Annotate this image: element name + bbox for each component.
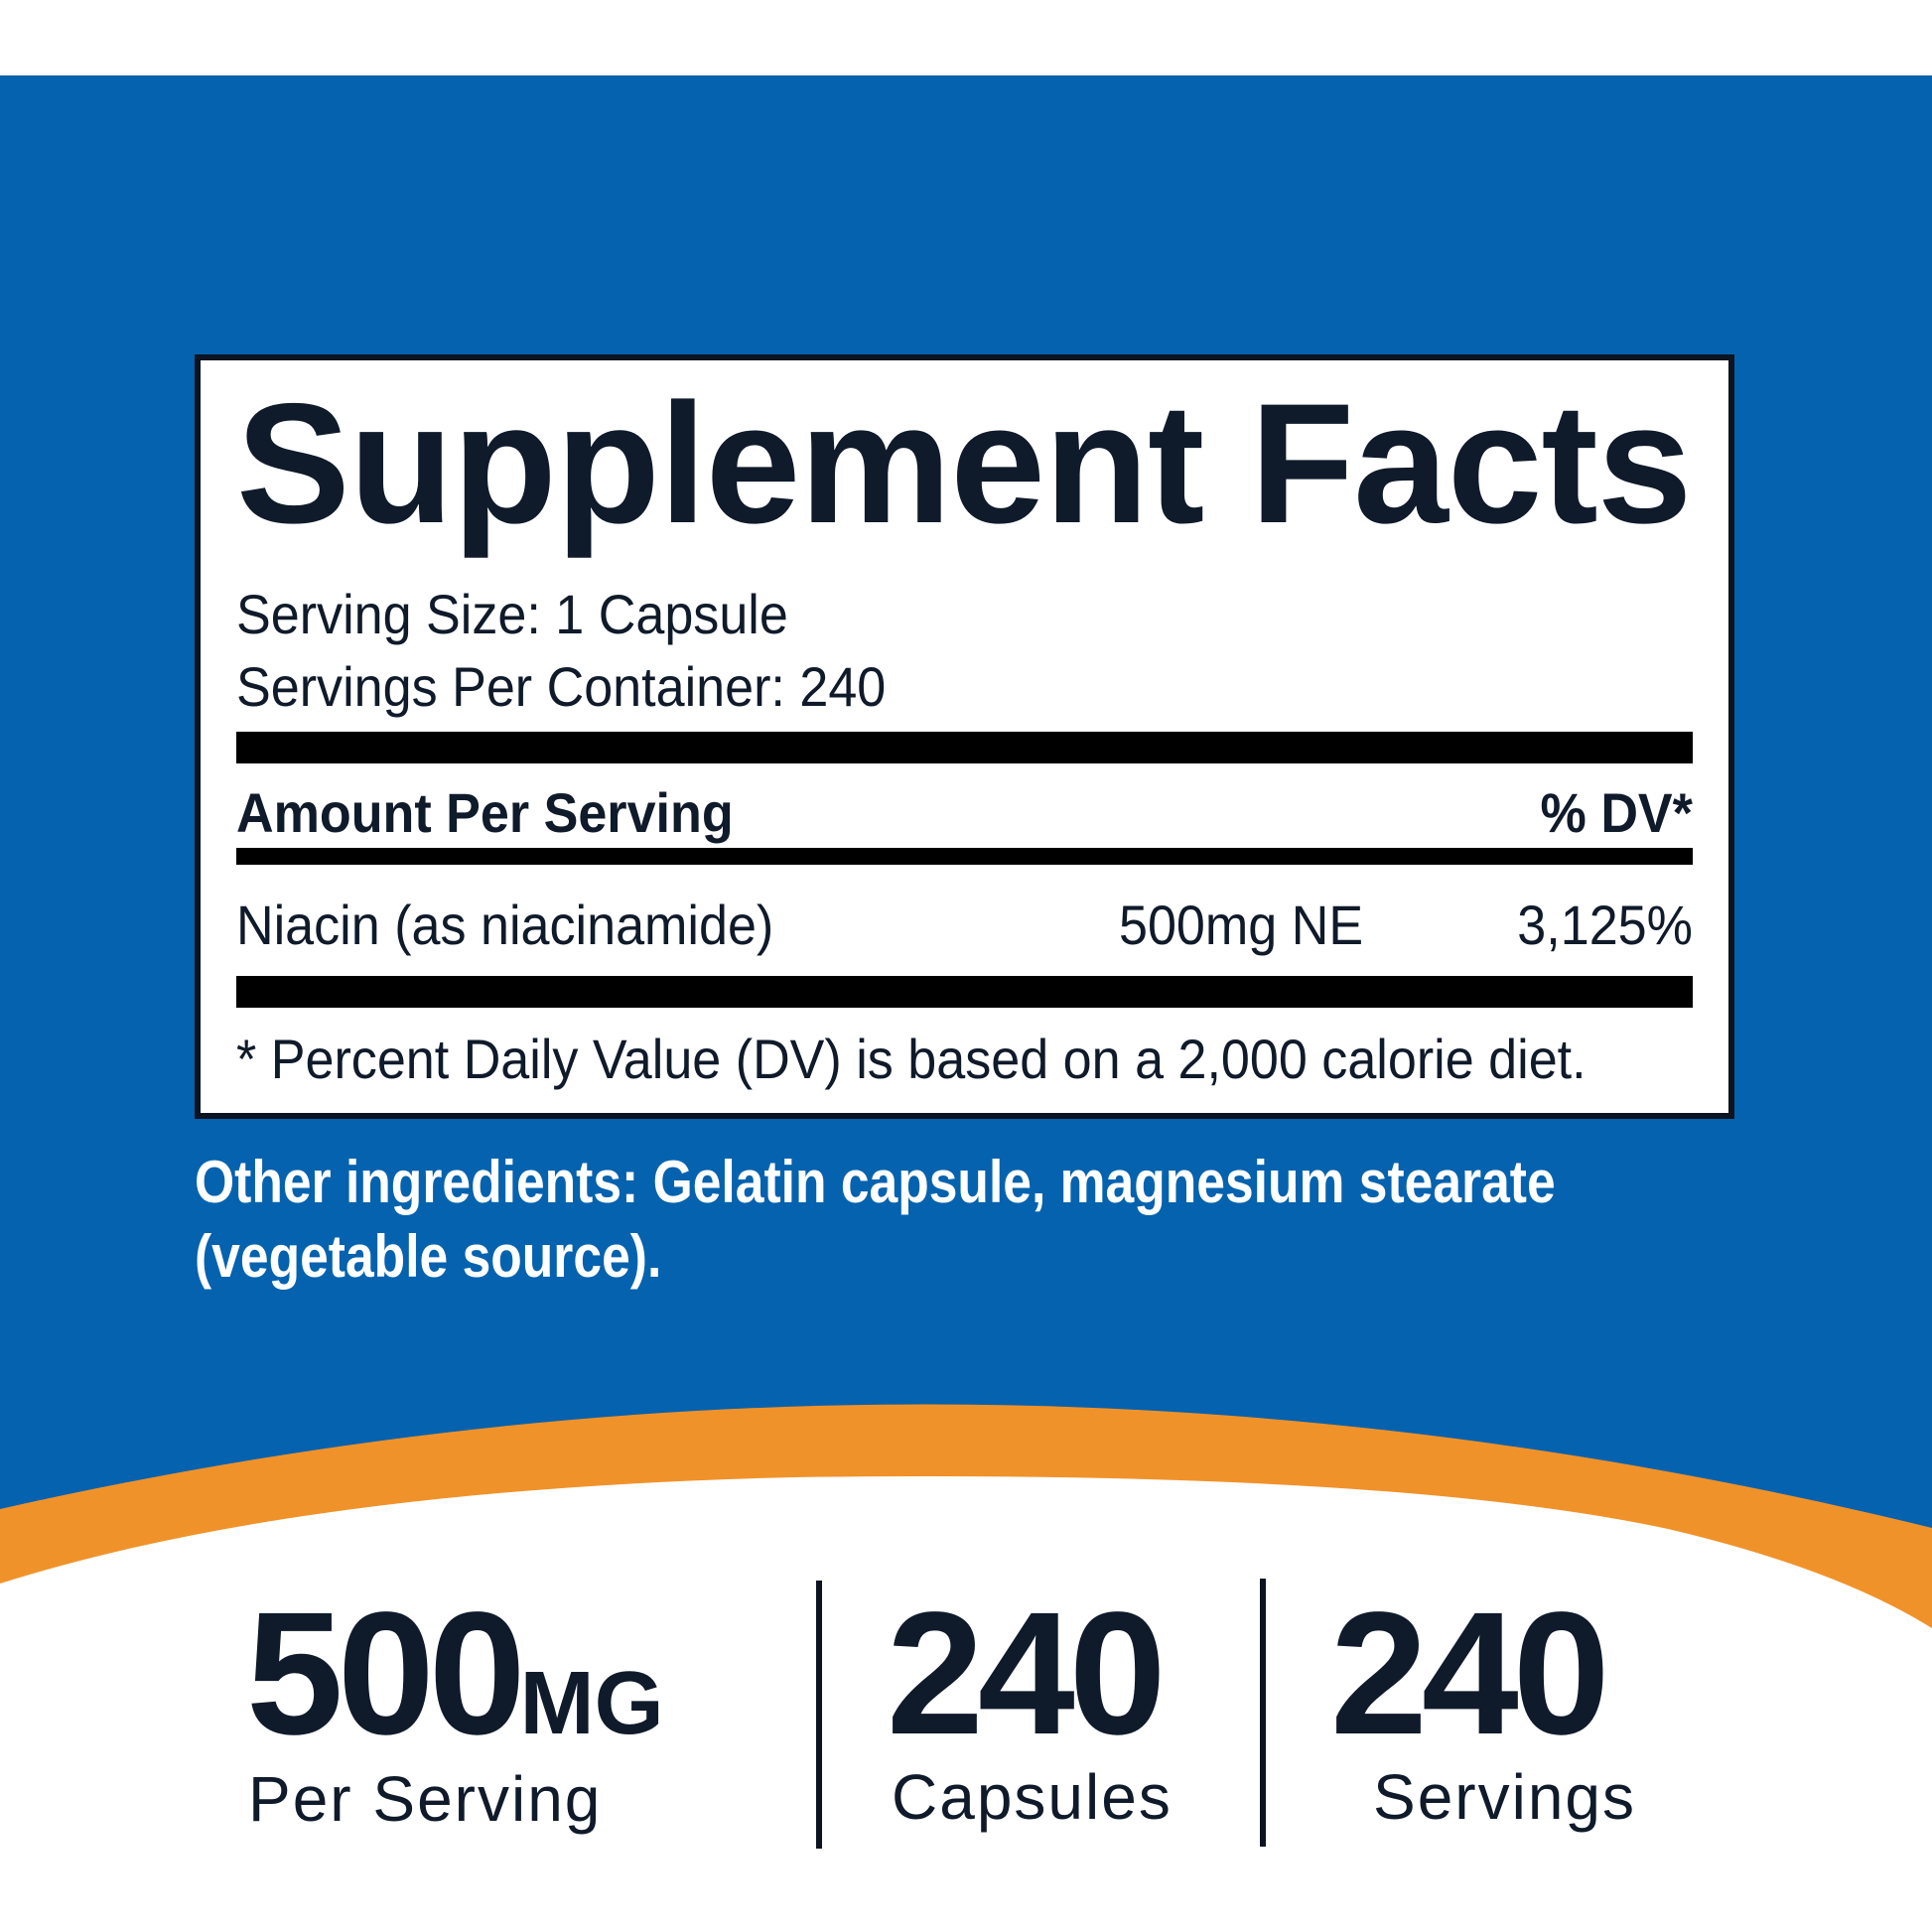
- white-base: [0, 1476, 1932, 1932]
- stat-label: Per Serving: [248, 1763, 603, 1835]
- stat-divider: [1260, 1579, 1266, 1847]
- stat-value: 240: [887, 1577, 1167, 1771]
- divider-bar: [236, 848, 1693, 865]
- amount-per-serving-header: Amount Per Serving: [236, 781, 734, 844]
- stat-label: Capsules: [892, 1761, 1173, 1833]
- dv-header: % DV*: [1540, 781, 1693, 844]
- stat-divider: [816, 1581, 822, 1849]
- panel-title: Supplement Facts: [236, 368, 1692, 559]
- supplement-facts-panel: Supplement Facts Serving Size: 1 Capsule…: [195, 354, 1734, 1119]
- footnote: * Percent Daily Value (DV) is based on a…: [236, 1028, 1587, 1090]
- stat-value: 500: [246, 1577, 526, 1771]
- other-ingredients-line2: (vegetable source).: [195, 1223, 662, 1290]
- serving-size: Serving Size: 1 Capsule: [236, 583, 788, 645]
- nutrient-dv: 3,125%: [1517, 894, 1693, 956]
- stat-value: 240: [1330, 1577, 1610, 1771]
- stat-label: Servings: [1373, 1761, 1636, 1833]
- divider-bar: [236, 976, 1693, 1008]
- servings-per-container: Servings Per Container: 240: [236, 655, 887, 718]
- stat-unit: MG: [519, 1654, 664, 1753]
- stat-dose: 500MG: [246, 1587, 664, 1791]
- nutrient-name: Niacin (as niacinamide): [236, 894, 774, 956]
- divider-bar: [236, 732, 1693, 763]
- other-ingredients-line1: Other ingredients: Gelatin capsule, magn…: [195, 1149, 1556, 1215]
- nutrient-amount: 500mg NE: [1119, 894, 1364, 956]
